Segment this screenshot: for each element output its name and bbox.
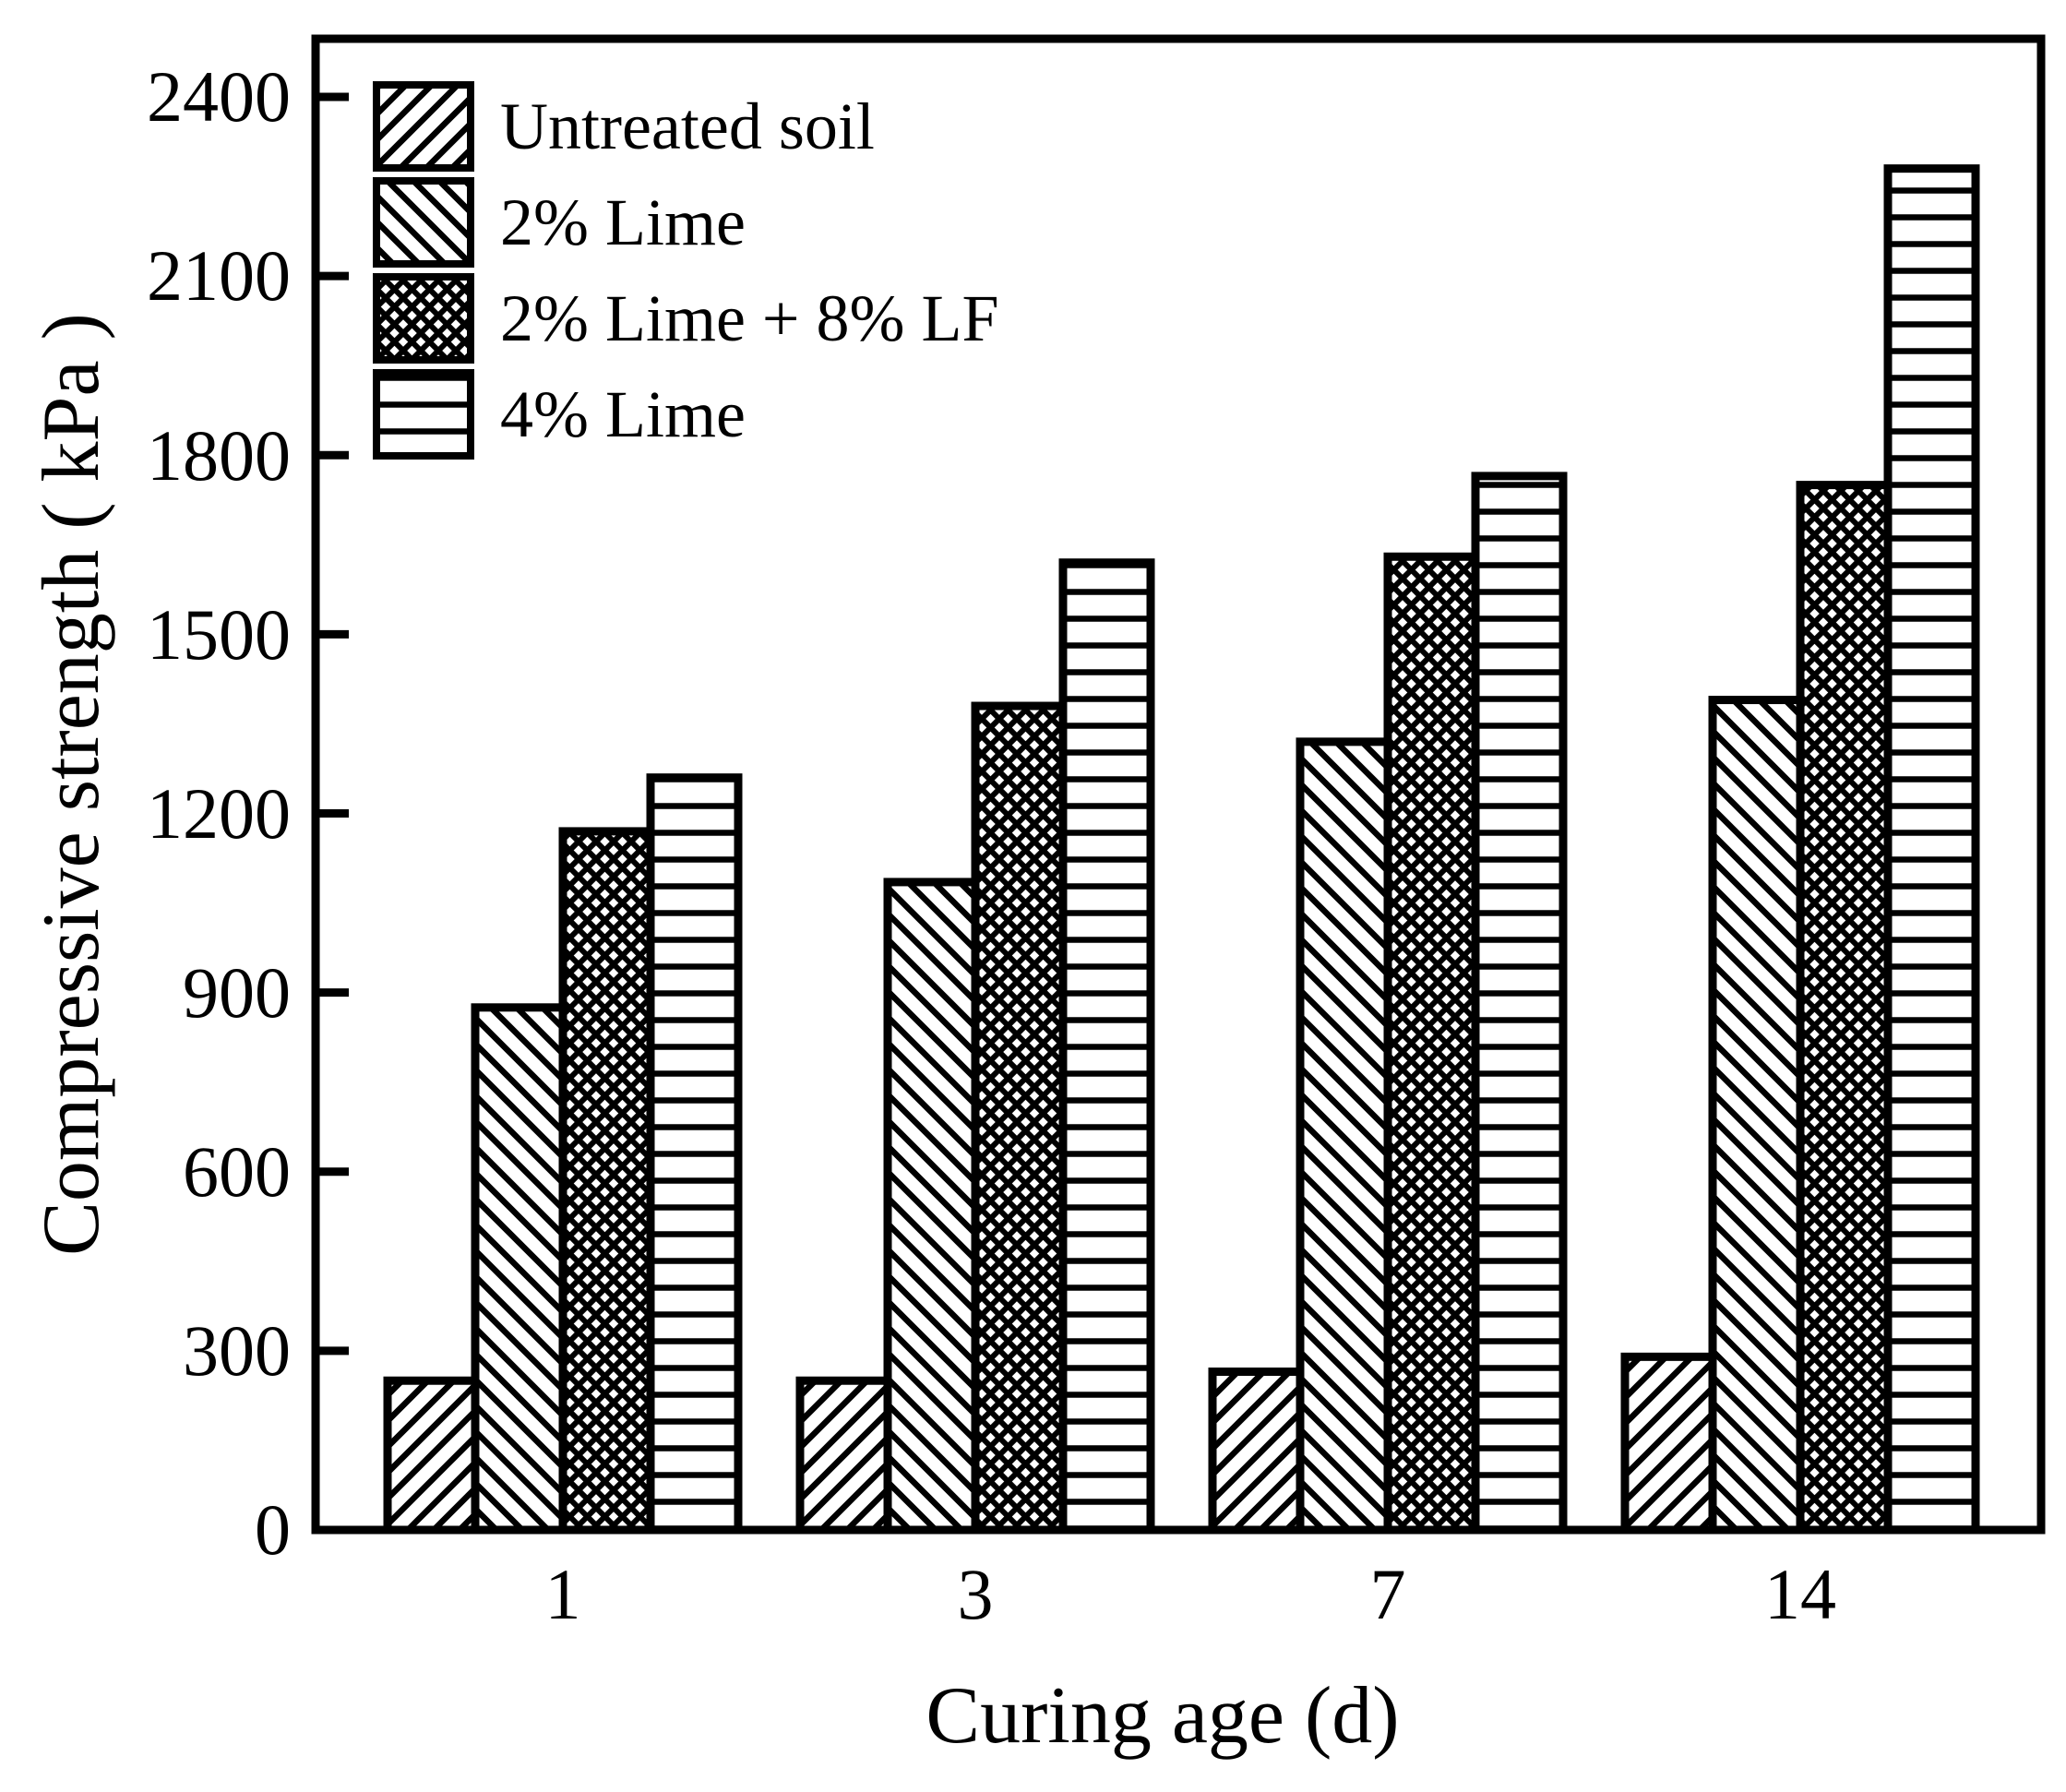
x-tick-label-3: 3 <box>957 1554 994 1634</box>
bar-2-lime-day-14 <box>1708 696 1805 1535</box>
bar-4-lime-day-1 <box>646 773 743 1535</box>
y-tick-label-1200: 1200 <box>147 773 291 854</box>
plot-frame <box>311 34 2046 1535</box>
bar-2-lime-8-lf-day-3 <box>971 701 1068 1535</box>
y-tick-label-1800: 1800 <box>147 415 291 496</box>
bar-untreated-soil-day-3 <box>795 1376 892 1535</box>
legend-swatch-2-lime <box>373 177 474 268</box>
x-tick-label-14: 14 <box>1764 1554 1836 1634</box>
x-tick-label-1: 1 <box>544 1554 581 1634</box>
y-tick-label-900: 900 <box>183 952 291 1033</box>
legend-swatch-untreated-soil <box>373 81 474 172</box>
bar-untreated-soil-day-7 <box>1208 1368 1305 1535</box>
bar-4-lime-day-3 <box>1058 558 1155 1535</box>
legend-label-4pct-lime: 4% Lime <box>500 377 746 451</box>
bar-untreated-soil-day-14 <box>1620 1352 1717 1535</box>
bar-2-lime-8-lf-day-14 <box>1796 481 1893 1535</box>
x-tick-label-7: 7 <box>1369 1554 1406 1634</box>
legend-label-untreated-soil: Untreated soil <box>500 90 875 163</box>
legend-swatch-4-lime <box>373 369 474 460</box>
bar-4-lime-day-14 <box>1883 164 1980 1535</box>
y-tick-label-2400: 2400 <box>147 56 291 137</box>
y-tick-label-1500: 1500 <box>147 594 291 675</box>
legend-label-2pct-lime-8pct-lf: 2% Lime + 8% LF <box>500 281 999 355</box>
y-tick-label-300: 300 <box>183 1310 291 1391</box>
bar-2-lime-day-1 <box>471 1003 567 1535</box>
y-tick-label-2100: 2100 <box>147 235 291 316</box>
bar-2-lime-day-7 <box>1296 737 1392 1535</box>
bar-4-lime-day-7 <box>1471 472 1568 1535</box>
y-tick-label-0: 0 <box>255 1489 291 1570</box>
bar-2-lime-8-lf-day-7 <box>1383 552 1480 1535</box>
y-tick-label-600: 600 <box>183 1131 291 1212</box>
bar-untreated-soil-day-1 <box>383 1376 480 1535</box>
bar-2-lime-8-lf-day-1 <box>558 827 655 1535</box>
bar-2-lime-day-3 <box>883 878 980 1535</box>
legend-label-2pct-lime: 2% Lime <box>500 185 746 259</box>
x-axis-title: Curing age (d) <box>926 1671 1400 1761</box>
legend-swatch-2-lime-8-lf <box>373 273 474 364</box>
